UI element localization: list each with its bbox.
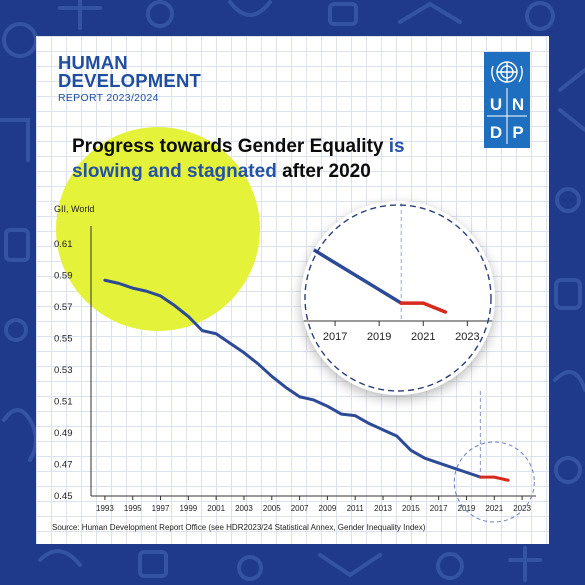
report-title-line1: HUMAN [58, 52, 128, 73]
x-tick-label-4: 2001 [207, 504, 225, 513]
y-tick-label-5: 0.55 [54, 334, 73, 345]
y-tick-label-7: 0.59 [54, 271, 73, 282]
y-tick-label-2: 0.49 [54, 428, 73, 439]
x-tick-label-10: 2013 [374, 504, 392, 513]
chart-card: GII, World 0.45 0.47 0.49 0.51 0.53 0.55 0.57 0.… [36, 36, 549, 544]
y-tick-label-4: 0.53 [54, 365, 73, 376]
x-tick-label-8: 2009 [319, 504, 337, 513]
inset-dashed-ring [304, 204, 492, 392]
source-note: Source: Human Development Report Office … [52, 523, 426, 532]
un-emblem-icon: U N D P [487, 61, 527, 144]
x-tick-label-5: 2003 [235, 504, 253, 513]
inset-tick-label-3: 2023 [455, 331, 479, 343]
x-tick-label-9: 2011 [347, 504, 365, 513]
inset-tick-label-2: 2021 [411, 331, 435, 343]
headline: Progress towards Gender Equality is slow… [72, 134, 492, 184]
y-tick-label-1: 0.47 [54, 460, 73, 471]
headline-part1: Progress towards Gender Equality [72, 136, 384, 157]
x-tick-label-2: 1997 [152, 504, 170, 513]
logo-letter-n: N [512, 95, 524, 114]
y-tick-label-0: 0.45 [54, 491, 73, 502]
inset-tick-label-0: 2017 [323, 331, 347, 343]
inset-gii-series-line [301, 201, 403, 305]
logo-letter-d: D [490, 123, 502, 142]
x-tick-label-14: 2021 [485, 504, 503, 513]
logo-letter-u: U [490, 95, 502, 114]
x-tick-label-12: 2017 [430, 504, 448, 513]
x-tick-label-1: 1995 [124, 504, 142, 513]
headline-part2: is [383, 136, 405, 157]
headline-part3: slowing and stagnated [72, 161, 277, 182]
gii-series-line [103, 278, 482, 479]
y-tick-label-6: 0.57 [54, 302, 73, 313]
x-tick-label-13: 2019 [458, 504, 476, 513]
x-tick-label-7: 2007 [291, 504, 309, 513]
report-title-line2: DEVELOPMENT [58, 70, 202, 91]
y-axis-label: GII, World [54, 204, 94, 214]
logo-letter-p: P [512, 123, 523, 142]
inset-tick-label-1: 2019 [367, 331, 391, 343]
y-tick-label-8: 0.61 [54, 239, 73, 250]
x-tick-label-15: 2023 [513, 504, 531, 513]
inset-stagnation-line [399, 301, 448, 314]
x-tick-label-6: 2005 [263, 504, 281, 513]
stagnation-series-line [478, 475, 510, 482]
gii-line-chart: GII, World 0.45 0.47 0.49 0.51 0.53 0.55 0.57 0.… [54, 127, 536, 523]
focus-circle [453, 441, 535, 523]
y-tick-label-3: 0.51 [54, 397, 73, 408]
inset-circle [301, 201, 495, 395]
report-title: HUMAN DEVELOPMENT [58, 52, 202, 91]
headline-part4: after 2020 [276, 161, 371, 182]
x-tick-label-3: 1999 [179, 504, 197, 513]
x-tick-label-0: 1993 [96, 504, 114, 513]
undp-logo: U N D P [484, 52, 530, 148]
inset-group: 2017 2019 2021 2023 [301, 201, 495, 343]
x-tick-label-11: 2015 [402, 504, 420, 513]
report-year-label: REPORT 2023/2024 [58, 92, 159, 104]
